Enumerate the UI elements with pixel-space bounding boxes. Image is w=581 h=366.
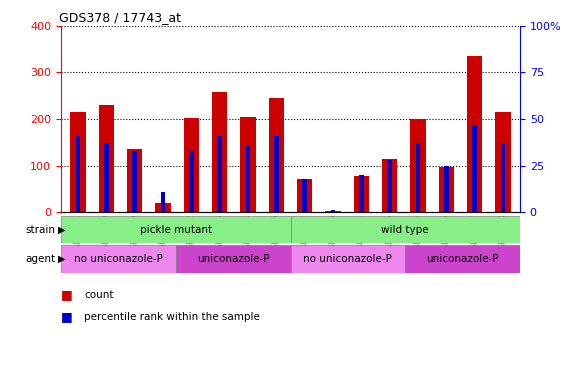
Text: GDS378 / 17743_at: GDS378 / 17743_at: [59, 11, 181, 25]
Bar: [212, 92, 227, 212]
Text: strain: strain: [25, 225, 55, 235]
Bar: [325, 211, 341, 212]
Bar: [382, 158, 397, 212]
Bar: [189, 151, 193, 212]
Bar: [410, 119, 426, 212]
Bar: [274, 136, 279, 212]
Bar: [297, 179, 313, 212]
Bar: [240, 117, 256, 212]
Bar: [155, 203, 171, 212]
Bar: [495, 112, 511, 212]
Bar: [132, 151, 137, 212]
Bar: [331, 210, 335, 212]
Bar: [99, 105, 114, 212]
Text: count: count: [84, 290, 114, 300]
Bar: [61, 245, 175, 273]
Bar: [359, 175, 364, 212]
Text: ■: ■: [61, 288, 73, 301]
Bar: [302, 179, 307, 212]
Text: pickle mutant: pickle mutant: [139, 225, 212, 235]
Text: ▶: ▶: [58, 254, 66, 264]
Text: percentile rank within the sample: percentile rank within the sample: [84, 311, 260, 322]
Text: ■: ■: [61, 310, 73, 323]
Bar: [354, 176, 369, 212]
Bar: [246, 145, 250, 212]
Bar: [217, 136, 222, 212]
Bar: [76, 136, 80, 212]
Text: uniconazole-P: uniconazole-P: [426, 254, 499, 264]
Bar: [104, 143, 109, 212]
Bar: [184, 117, 199, 212]
Bar: [175, 245, 290, 273]
Text: ▶: ▶: [58, 225, 66, 235]
Bar: [444, 165, 449, 212]
Bar: [290, 216, 520, 243]
Bar: [61, 216, 290, 243]
Bar: [467, 56, 482, 212]
Bar: [290, 245, 406, 273]
Bar: [161, 192, 166, 212]
Bar: [415, 143, 420, 212]
Bar: [70, 112, 86, 212]
Bar: [406, 245, 520, 273]
Text: agent: agent: [25, 254, 55, 264]
Text: uniconazole-P: uniconazole-P: [197, 254, 270, 264]
Bar: [388, 160, 392, 212]
Bar: [439, 167, 454, 212]
Bar: [501, 143, 505, 212]
Text: no uniconazole-P: no uniconazole-P: [74, 254, 163, 264]
Bar: [268, 98, 284, 212]
Bar: [127, 149, 142, 212]
Text: wild type: wild type: [382, 225, 429, 235]
Text: no uniconazole-P: no uniconazole-P: [303, 254, 392, 264]
Bar: [472, 124, 477, 212]
